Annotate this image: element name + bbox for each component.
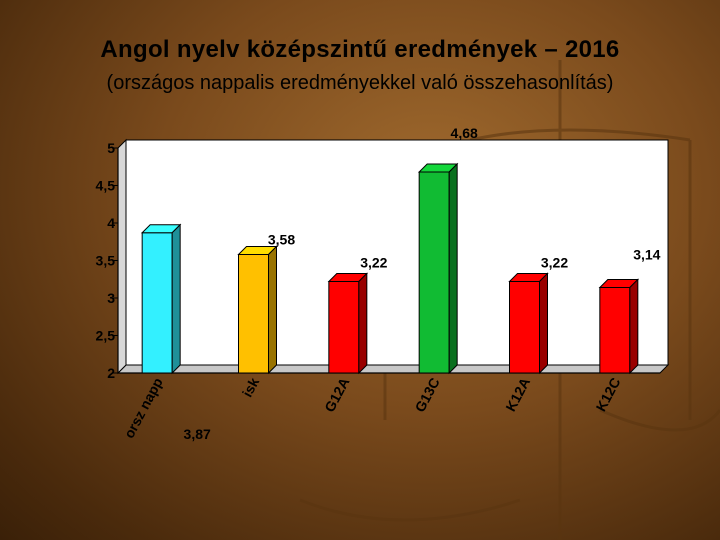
bar-side bbox=[629, 278, 639, 375]
bars bbox=[140, 162, 640, 375]
y-tick-label: 2 bbox=[107, 365, 115, 381]
bar-side bbox=[268, 245, 277, 375]
y-tick-label: 4,5 bbox=[96, 178, 116, 194]
y-tick-label: 3,5 bbox=[96, 253, 116, 269]
bar-front bbox=[238, 254, 269, 374]
data-label: 3,22 bbox=[360, 255, 387, 271]
x-tick-label: K12A bbox=[502, 375, 533, 414]
bar-side bbox=[358, 272, 368, 375]
x-tick-label: G12A bbox=[321, 375, 352, 415]
data-label: 3,22 bbox=[541, 255, 568, 271]
x-tick-label: G13C bbox=[412, 375, 443, 415]
bar-front bbox=[141, 232, 173, 374]
bar-side bbox=[539, 272, 548, 375]
plot-floor bbox=[116, 364, 670, 374]
bar-isk bbox=[237, 245, 278, 375]
bar-side bbox=[171, 223, 181, 375]
bar-front bbox=[599, 287, 631, 374]
bar-side bbox=[448, 162, 458, 375]
data-label: 3,87 bbox=[184, 426, 211, 442]
plot-side-wall bbox=[117, 138, 127, 375]
y-axis-ticks: 2 2,5 3 3,5 4 4,5 5 bbox=[96, 140, 118, 381]
bar-g12a bbox=[327, 272, 369, 375]
bar-front bbox=[418, 171, 450, 374]
y-tick-label: 2,5 bbox=[96, 328, 116, 344]
plot-back-wall bbox=[125, 139, 669, 366]
slide-title: Angol nyelv középszintű eredmények – 201… bbox=[100, 36, 620, 63]
y-tick-label: 4 bbox=[107, 215, 115, 231]
x-tick-label: K12C bbox=[593, 375, 624, 414]
bar-k12c bbox=[598, 278, 640, 375]
bar-k12a bbox=[508, 272, 549, 375]
x-tick-label: isk bbox=[239, 375, 262, 400]
data-label: 3,14 bbox=[633, 247, 660, 263]
bar-g13c bbox=[417, 162, 459, 375]
bar-orsz-napp bbox=[140, 223, 182, 375]
y-tick-label: 3 bbox=[107, 290, 115, 306]
plot-area bbox=[116, 138, 670, 375]
data-label: 3,58 bbox=[268, 232, 295, 248]
y-tick-label: 5 bbox=[107, 140, 115, 156]
data-label: 4,68 bbox=[451, 125, 478, 141]
bar-front bbox=[328, 281, 360, 374]
data-labels: 3,87 3,58 3,22 4,68 3,22 3,14 bbox=[184, 125, 661, 442]
slide-subtitle: (országos nappalis eredményekkel való ös… bbox=[106, 72, 614, 94]
bar-front bbox=[509, 281, 540, 374]
x-tick-label: orsz napp bbox=[121, 375, 166, 441]
